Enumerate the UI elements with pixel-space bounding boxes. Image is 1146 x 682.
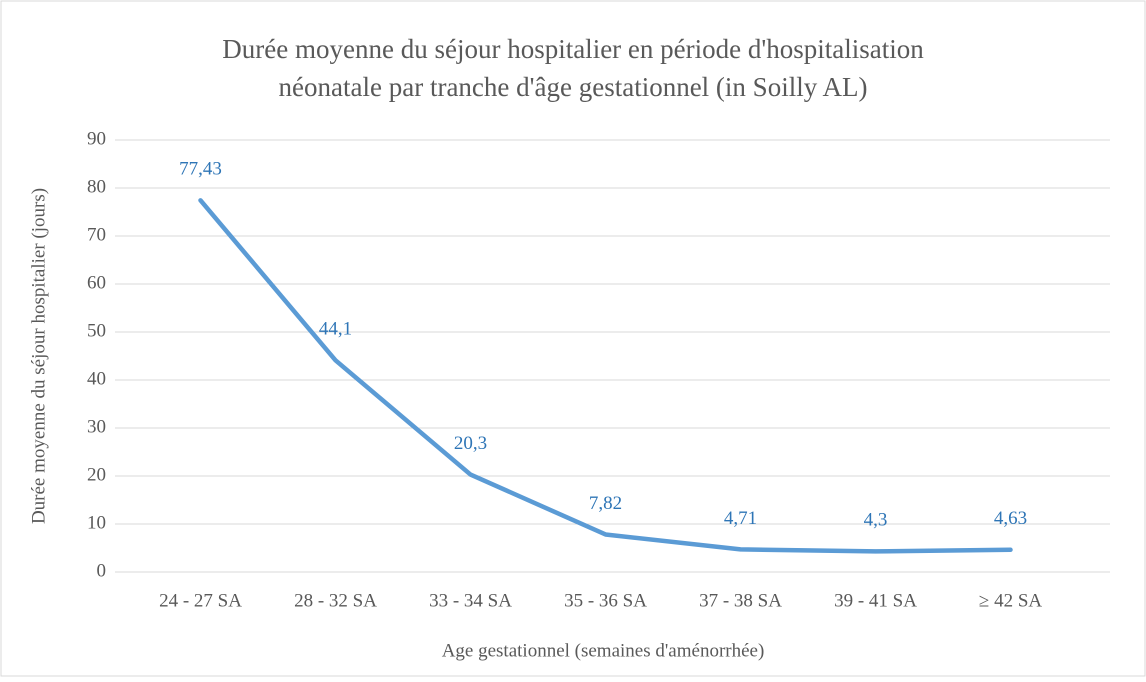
- x-axis-label: Age gestationnel (semaines d'aménorrhée): [442, 640, 765, 661]
- data-label: 44,1: [319, 319, 352, 340]
- line-series: [198, 198, 1013, 554]
- x-tick-label: 37 - 38 SA: [699, 590, 782, 611]
- y-tick-label: 50: [87, 320, 106, 341]
- chart-title: Durée moyenne du séjour hospitalier en p…: [222, 34, 924, 64]
- y-tick-label: 0: [97, 560, 107, 581]
- y-tick-label: 40: [87, 368, 106, 389]
- data-label: 4,63: [994, 508, 1027, 529]
- chart-title: néonatale par tranche d'âge gestationnel…: [279, 72, 868, 102]
- y-tick-label: 70: [87, 224, 106, 245]
- data-label: 7,82: [589, 493, 622, 514]
- y-tick-label: 80: [87, 176, 106, 197]
- x-tick-label: 24 - 27 SA: [159, 590, 242, 611]
- data-label: 4,3: [864, 510, 888, 531]
- y-tick-label: 20: [87, 464, 106, 485]
- y-tick-label: 60: [87, 272, 106, 293]
- x-tick-label: 35 - 36 SA: [564, 590, 647, 611]
- data-label: 20,3: [454, 433, 487, 454]
- x-tick-label: ≥ 42 SA: [979, 590, 1042, 611]
- data-label: 4,71: [724, 508, 757, 529]
- data-label: 77,43: [179, 159, 222, 180]
- y-tick-label: 30: [87, 416, 106, 437]
- x-tick-label: 39 - 41 SA: [834, 590, 917, 611]
- y-axis-label: Durée moyenne du séjour hospitalier (jou…: [28, 188, 49, 524]
- y-tick-label: 10: [87, 512, 106, 533]
- y-tick-label: 90: [87, 128, 106, 149]
- x-tick-label: 28 - 32 SA: [294, 590, 377, 611]
- x-tick-label: 33 - 34 SA: [429, 590, 512, 611]
